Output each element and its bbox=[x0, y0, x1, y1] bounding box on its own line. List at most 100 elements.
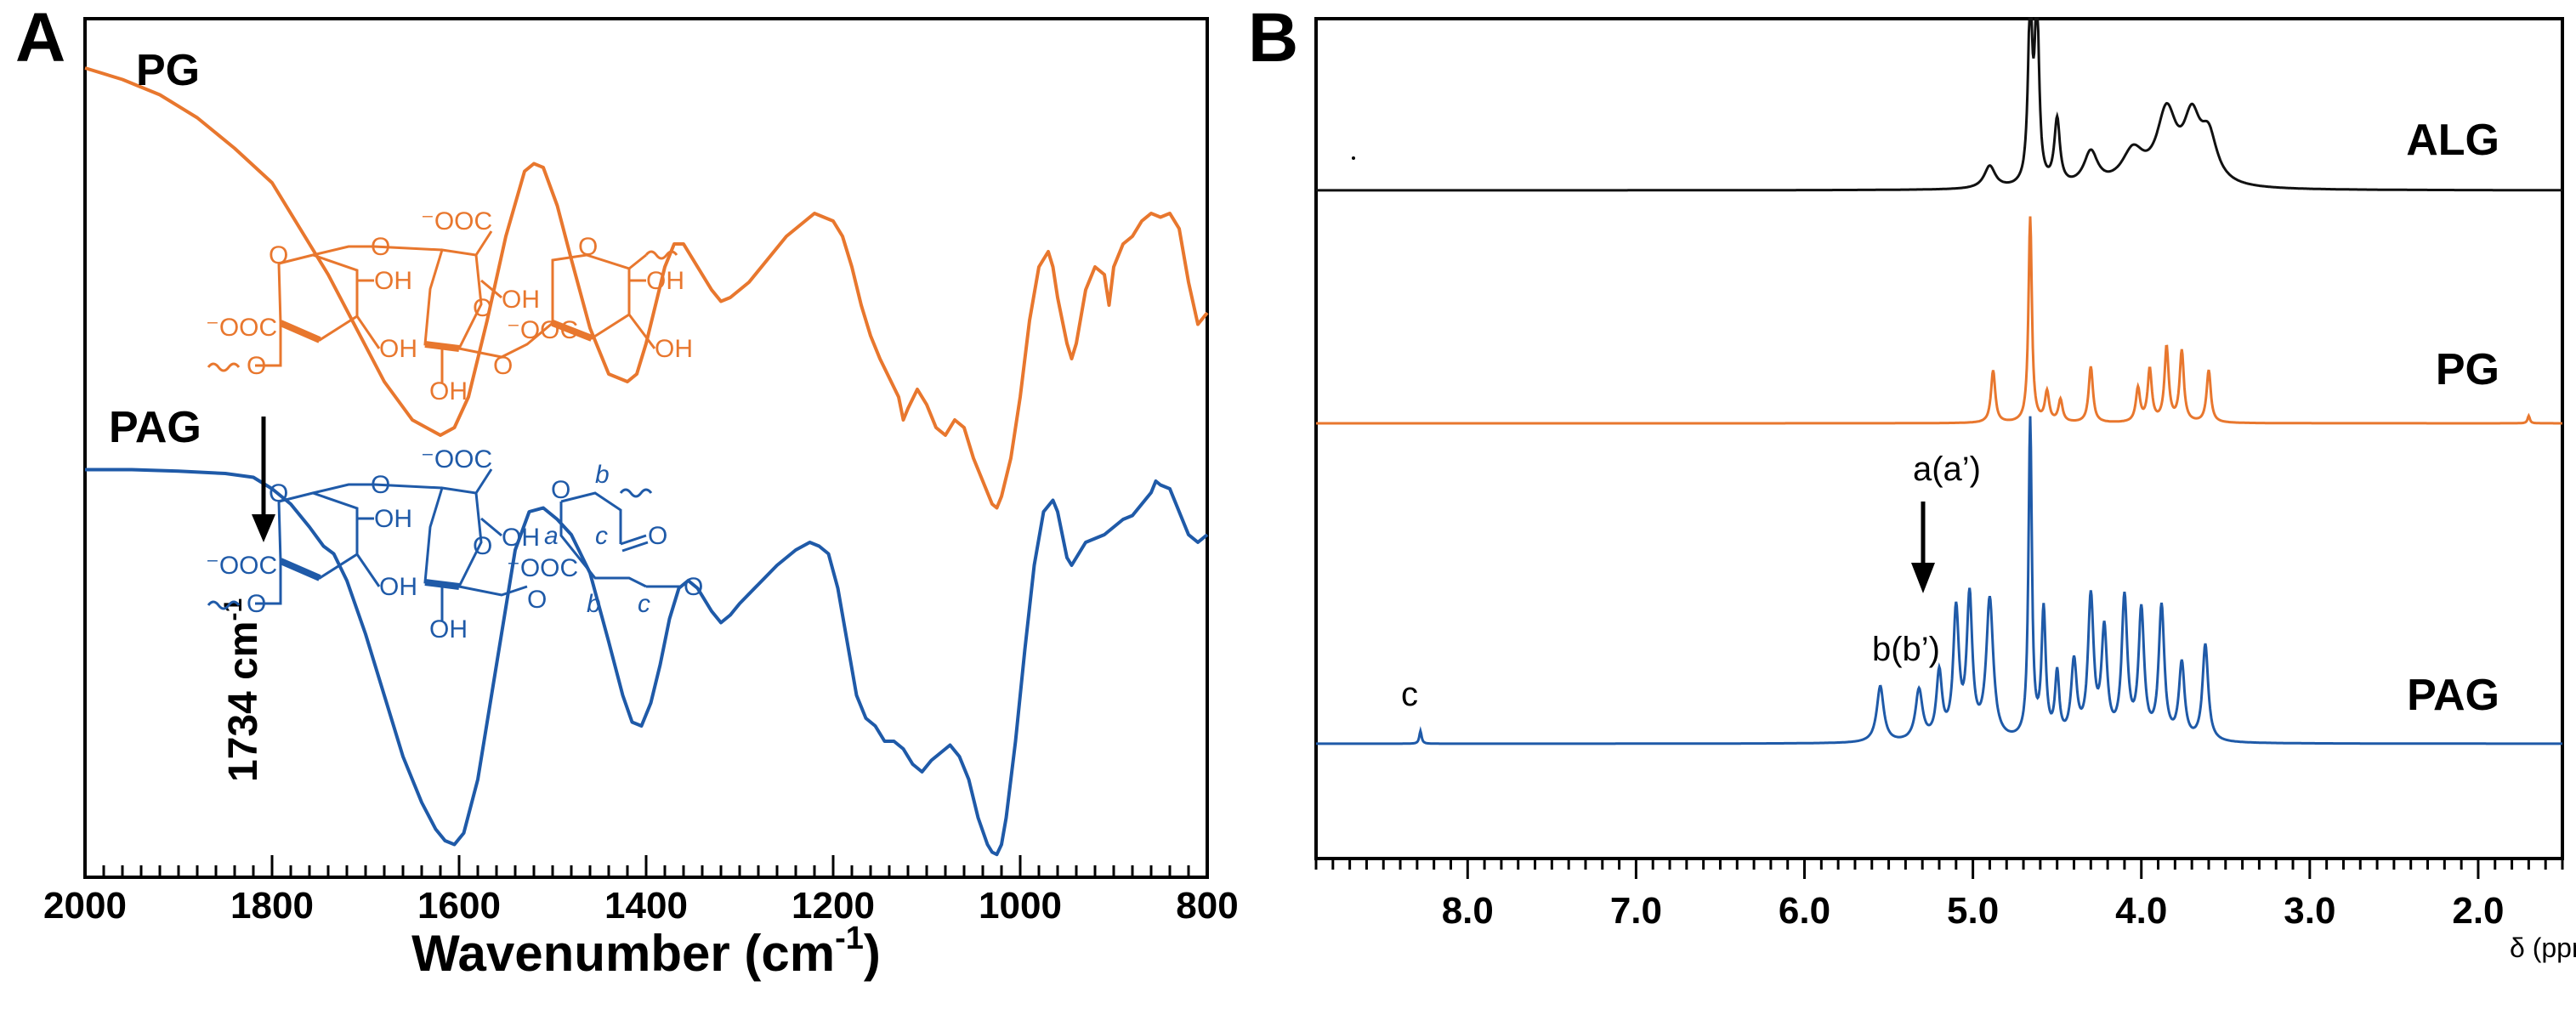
pag-oh-3: OH bbox=[502, 524, 540, 552]
pg-o-ring2: O bbox=[473, 294, 492, 322]
panel-a: A 2000 1800 1600 1400 1200 1000 800 PG PAG 173… bbox=[15, 0, 1239, 982]
pag-oh-4: OH bbox=[429, 615, 468, 643]
series-line-alg-nmr bbox=[1316, 17, 2562, 192]
pag-o-link2: O bbox=[527, 586, 547, 614]
pag-linker-2 bbox=[458, 585, 528, 597]
pag-o-ald2: O bbox=[684, 573, 703, 601]
pag-cooh-mid: ⁻OOC bbox=[507, 554, 578, 582]
series-line-pag-ir bbox=[85, 468, 1209, 857]
annotation-1734-text: 1734 cm-1 bbox=[219, 598, 266, 782]
panel-b-x-tick-label: 7.0 bbox=[1610, 890, 1662, 932]
pg-ring-3-bold bbox=[551, 320, 593, 342]
pg-o-ring1: O bbox=[269, 241, 288, 269]
pag-wavy-right bbox=[619, 488, 653, 498]
pg-oh-6: OH bbox=[655, 335, 693, 363]
panel-b-x-axis-title: δ (ppm) bbox=[2510, 932, 2576, 963]
pag-o-ald1: O bbox=[648, 522, 667, 550]
panel-a-x-tick-label: 1800 bbox=[230, 885, 314, 927]
panel-b-frame bbox=[1314, 17, 2564, 860]
pag-cooh-left: ⁻OOC bbox=[206, 552, 277, 580]
pg-structure-text: O O ⁻OOC OH OH OH O OH ⁻OOC O O ⁻OOC O O… bbox=[206, 207, 693, 405]
pag-structure-text: O O ⁻OOC OH OH OH O OH ⁻OOC O O ⁻OOC O O… bbox=[206, 445, 703, 643]
annotation-1734: 1734 cm-1 bbox=[219, 417, 275, 782]
peak-label-b: b(b’) bbox=[1872, 631, 1940, 668]
pg-o-ring3: O bbox=[578, 233, 598, 261]
panel-a-x-tick-label: 800 bbox=[1176, 885, 1238, 927]
panel-b-x-ticks bbox=[1314, 859, 2564, 879]
pg-ring-2-bold bbox=[424, 341, 460, 352]
stray-dot bbox=[1352, 156, 1355, 160]
pg-oh-1: OH bbox=[374, 267, 412, 295]
panel-a-x-tick-label: 2000 bbox=[43, 885, 127, 927]
pag-structure bbox=[207, 468, 680, 621]
pg-o-left: O bbox=[247, 352, 266, 380]
panel-b-x-tick-label: 3.0 bbox=[2284, 890, 2335, 932]
annotation-1734-value: 1734 cm bbox=[221, 621, 266, 783]
panel-b-series bbox=[1316, 17, 2562, 745]
pg-bonds-oh bbox=[355, 230, 656, 383]
series-line-pg-ir bbox=[84, 66, 1209, 510]
panel-a-letter: A bbox=[15, 0, 65, 77]
pg-oh-5: OH bbox=[646, 267, 684, 295]
pag-label-c1: c bbox=[595, 522, 608, 550]
pg-structure bbox=[207, 230, 678, 383]
pg-o-link2: O bbox=[493, 352, 513, 380]
panel-b-x-tick-label: 5.0 bbox=[1947, 890, 1999, 932]
peak-a-arrow-head bbox=[1911, 563, 1935, 593]
panel-a-x-tick-label: 1200 bbox=[792, 885, 875, 927]
pag-o-left: O bbox=[247, 590, 266, 618]
panel-a-x-axis-title-main: Wavenumber (cm bbox=[411, 925, 835, 982]
panel-a-x-tick-label: 1400 bbox=[604, 885, 688, 927]
pag-ring-2-bold bbox=[424, 579, 460, 590]
panel-a-series bbox=[84, 66, 1209, 857]
series-line-pg-nmr bbox=[1316, 216, 2562, 425]
panel-b-letter: B bbox=[1248, 0, 1298, 77]
pag-wavy-left bbox=[207, 600, 241, 610]
series-label-pag-b: PAG bbox=[2407, 671, 2499, 720]
panel-b-x-tick-label: 8.0 bbox=[1442, 890, 1494, 932]
panel-b-x-tick-labels: 8.0 7.0 6.0 5.0 4.0 3.0 2.0 bbox=[1442, 890, 2505, 932]
pg-oh-3: OH bbox=[502, 286, 540, 314]
panel-a-x-ticks bbox=[83, 855, 1209, 877]
pg-ring-1-bold bbox=[279, 320, 321, 343]
pag-oh-1: OH bbox=[374, 505, 412, 533]
pg-linker-1 bbox=[312, 245, 443, 257]
pg-cooh-top: ⁻OOC bbox=[421, 207, 492, 235]
pag-label-b1: b bbox=[595, 461, 610, 489]
series-label-pag-a: PAG bbox=[109, 403, 201, 452]
pag-linker-1 bbox=[312, 483, 443, 495]
series-label-pg-b: PG bbox=[2436, 345, 2499, 394]
pag-o-ring2: O bbox=[473, 532, 492, 560]
pag-aldehyde-1 bbox=[620, 534, 649, 553]
peak-label-a: a(a’) bbox=[1913, 451, 1981, 488]
pg-cooh-left: ⁻OOC bbox=[206, 314, 277, 342]
annotation-arrow-head bbox=[252, 514, 275, 542]
pag-open-ring bbox=[559, 491, 680, 588]
panel-b: B 8.0 7.0 6.0 5.0 4.0 3.0 2.0 ALG PG PAG c b(b… bbox=[206, 0, 2576, 963]
pag-ring-1-bold bbox=[279, 558, 321, 581]
pag-o-open: O bbox=[551, 476, 570, 504]
series-label-pg-a: PG bbox=[136, 46, 200, 95]
panel-a-x-tick-labels: 2000 1800 1600 1400 1200 1000 800 bbox=[43, 885, 1239, 927]
pag-label-b2: b bbox=[587, 590, 601, 618]
panel-a-x-axis-title-sup: -1 bbox=[835, 921, 864, 956]
pag-label-a: a bbox=[544, 522, 559, 550]
panel-a-x-tick-label: 1600 bbox=[417, 885, 501, 927]
panel-a-x-axis-title-close: ) bbox=[864, 925, 881, 982]
pag-oh-2: OH bbox=[379, 573, 417, 601]
pag-o-link1: O bbox=[371, 471, 390, 499]
series-line-pag-nmr bbox=[1316, 416, 2562, 745]
peak-label-c: c bbox=[1401, 676, 1418, 713]
pg-wavy-right bbox=[644, 250, 678, 260]
pag-bonds-oh bbox=[255, 468, 502, 621]
pg-oh-4: OH bbox=[429, 377, 468, 405]
series-label-alg-b: ALG bbox=[2406, 116, 2499, 165]
pg-linker-2 bbox=[458, 321, 553, 359]
pag-o-ring1: O bbox=[269, 479, 288, 507]
panel-b-x-tick-label: 6.0 bbox=[1779, 890, 1830, 932]
pg-oh-2: OH bbox=[379, 335, 417, 363]
pag-label-c2: c bbox=[638, 590, 650, 618]
pg-linker-3 bbox=[255, 253, 647, 367]
panel-a-x-tick-label: 1000 bbox=[979, 885, 1062, 927]
